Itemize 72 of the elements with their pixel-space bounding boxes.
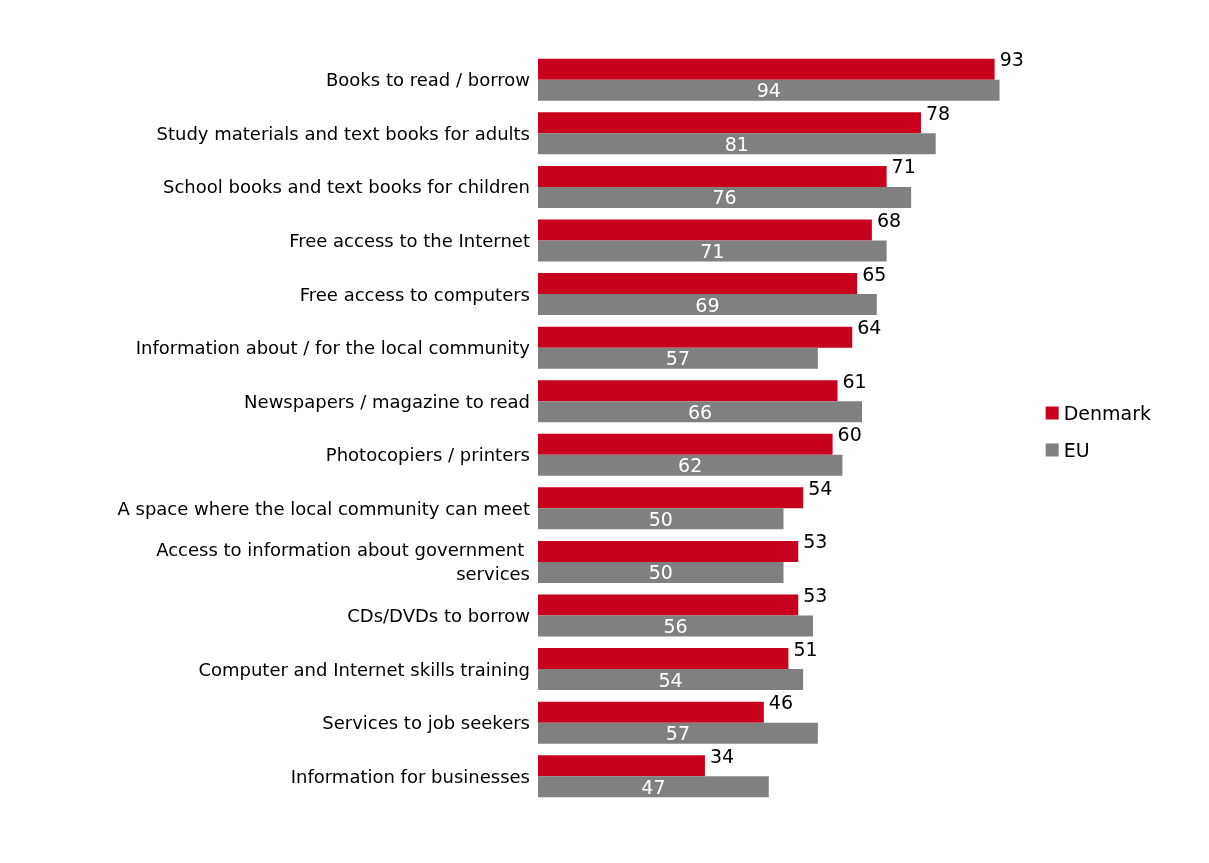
y-tick-label: Newspapers / magazine to read xyxy=(244,390,530,412)
bar xyxy=(538,326,853,348)
bar xyxy=(538,186,912,208)
data-label: 56 xyxy=(663,615,688,637)
bar xyxy=(538,615,813,637)
data-label: 54 xyxy=(808,476,833,499)
data-label: 64 xyxy=(857,316,882,339)
data-label: 65 xyxy=(862,262,887,285)
y-tick-label: Information about / for the local community xyxy=(135,337,531,359)
data-label: 62 xyxy=(678,454,703,477)
bar xyxy=(538,79,1000,101)
bar xyxy=(538,722,818,744)
y-tick-label: A space where the local community can meet xyxy=(117,497,530,519)
bar xyxy=(538,58,995,80)
data-label: 78 xyxy=(925,101,951,124)
bar xyxy=(538,508,784,530)
data-label: 57 xyxy=(665,347,691,370)
bar xyxy=(538,294,877,316)
data-label: 61 xyxy=(842,369,867,392)
y-tick-label: Free access to the Internet xyxy=(289,230,530,251)
bar xyxy=(538,133,936,155)
bar xyxy=(538,112,921,134)
data-label: 71 xyxy=(700,240,725,262)
y-tick-label: Computer and Internet skills training xyxy=(198,658,530,680)
y-tick-label: Free access to computers xyxy=(299,283,530,305)
data-label: 46 xyxy=(768,691,794,714)
data-label: 50 xyxy=(648,507,673,530)
data-label: 68 xyxy=(876,209,902,231)
data-label: 69 xyxy=(695,293,720,316)
data-label: 93 xyxy=(999,48,1024,71)
bar xyxy=(538,454,843,476)
bar xyxy=(538,776,769,798)
data-label: 53 xyxy=(803,530,828,553)
legend-label: EU xyxy=(1063,439,1090,461)
data-label: 53 xyxy=(803,584,828,606)
y-tick-label: Services to job seekers xyxy=(322,712,530,734)
y-tick-label: Study materials and text books for adults xyxy=(156,122,530,144)
bar xyxy=(538,487,804,509)
data-label: 71 xyxy=(891,155,916,178)
bar xyxy=(538,669,804,691)
bar xyxy=(538,219,872,241)
y-tick-label: Access to information about government services xyxy=(156,539,530,585)
data-label: 76 xyxy=(712,186,737,209)
data-label: 60 xyxy=(837,423,862,446)
data-label: 57 xyxy=(665,722,691,745)
bar xyxy=(538,594,799,616)
data-label: 51 xyxy=(793,637,818,660)
bar xyxy=(538,648,789,670)
data-label: 66 xyxy=(687,400,713,423)
y-tick-label: Books to read / borrow xyxy=(326,69,530,91)
bar xyxy=(538,755,705,777)
y-tick-label: School books and text books for children xyxy=(163,176,530,198)
y-tick-label: CDs/DVDs to borrow xyxy=(347,605,530,626)
data-label: 47 xyxy=(641,775,666,798)
bar xyxy=(538,540,799,562)
data-label: 81 xyxy=(724,132,749,155)
data-label: 54 xyxy=(658,668,683,691)
data-label: 34 xyxy=(709,744,735,767)
bar xyxy=(538,273,858,295)
bar xyxy=(538,347,818,369)
legend-label: Denmark xyxy=(1063,402,1151,424)
bar xyxy=(538,433,833,455)
y-tick-label: Information for businesses xyxy=(290,765,530,787)
data-label: 50 xyxy=(648,561,673,584)
bar xyxy=(538,401,863,423)
y-tick-label: Photocopiers / printers xyxy=(325,444,530,466)
bar xyxy=(538,561,784,583)
bar xyxy=(538,240,887,262)
bar xyxy=(538,701,764,723)
bar xyxy=(538,165,887,187)
data-label: 94 xyxy=(756,79,781,102)
bar xyxy=(538,380,838,402)
